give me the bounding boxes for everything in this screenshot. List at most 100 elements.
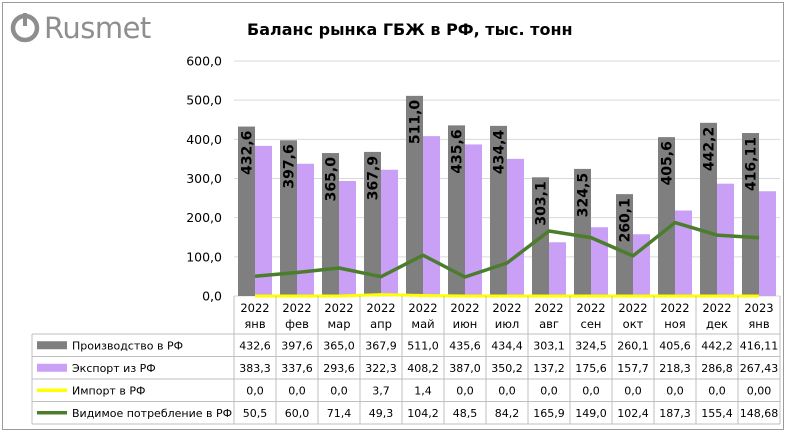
table-cell-consumption: 49,3 <box>369 407 394 420</box>
table-cell-production: 416,11 <box>740 339 779 352</box>
legend-label-consumption: Видимое потребление в РФ <box>72 407 232 420</box>
x-tick-month: ноя <box>664 317 685 331</box>
data-label-production: 434,4 <box>492 130 508 175</box>
data-label-production: 442,2 <box>702 127 718 171</box>
legend-label-export: Экспорт из РФ <box>72 362 156 375</box>
x-tick-year: 2022 <box>450 301 479 315</box>
table-cell-import: 3,7 <box>372 384 390 397</box>
line-consumption <box>254 220 760 279</box>
table-cell-production: 367,9 <box>365 339 397 352</box>
table-cell-export: 337,6 <box>281 362 313 375</box>
bar-production <box>448 125 465 296</box>
rusmet-logo: Rusmet <box>10 8 151 48</box>
table-cell-export: 408,2 <box>407 362 439 375</box>
x-tick-month: апр <box>370 317 392 331</box>
table-cell-export: 137,2 <box>533 362 565 375</box>
bar-export <box>339 181 356 296</box>
x-tick-month: авг <box>539 317 559 331</box>
table-cell-consumption: 155,4 <box>701 407 733 420</box>
data-label-production: 260,1 <box>618 198 634 242</box>
table-cell-import: 0,0 <box>540 384 558 397</box>
data-label-production: 416,11 <box>744 137 760 191</box>
bar-production <box>238 126 255 296</box>
logo-mark-icon <box>10 13 40 43</box>
table-cell-consumption: 165,9 <box>533 407 565 420</box>
y-tick-label: 100,0 <box>186 249 222 264</box>
table-cell-import: 0,00 <box>747 384 772 397</box>
bar-export <box>549 242 566 296</box>
bar-production <box>616 194 633 296</box>
table-cell-production: 260,1 <box>617 339 649 352</box>
chart-frame <box>2 2 784 430</box>
y-tick-label: 400,0 <box>186 132 222 147</box>
bar-export <box>633 234 650 296</box>
data-label-production: 405,6 <box>660 141 676 185</box>
table-cell-consumption: 50,5 <box>243 407 268 420</box>
bar-export <box>759 191 776 296</box>
table-cell-import: 0,0 <box>246 384 264 397</box>
data-label-production: 511,0 <box>408 100 424 145</box>
table-cell-production: 405,6 <box>659 339 691 352</box>
x-tick-month: сен <box>581 317 602 331</box>
table-cell-import: 0,0 <box>456 384 474 397</box>
x-tick-month: дек <box>706 317 728 331</box>
x-tick-month: мар <box>327 317 350 331</box>
x-tick-month: фев <box>285 317 309 331</box>
bar-production <box>490 125 507 296</box>
x-tick-year: 2022 <box>282 301 311 315</box>
x-tick-month: окт <box>623 317 644 331</box>
x-tick-year: 2022 <box>324 301 353 315</box>
x-tick-year: 2022 <box>366 301 395 315</box>
bar-production <box>280 140 297 296</box>
data-label-production: 432,6 <box>240 131 256 175</box>
table-cell-import: 0,0 <box>666 384 684 397</box>
table-cell-production: 397,6 <box>281 339 313 352</box>
bar-production <box>742 133 759 296</box>
table-cell-export: 322,3 <box>365 362 397 375</box>
x-tick-month: май <box>411 317 434 331</box>
table-cell-production: 434,4 <box>491 339 523 352</box>
bar-production <box>364 151 381 296</box>
x-tick-year: 2022 <box>618 301 647 315</box>
table-cell-consumption: 84,2 <box>495 407 520 420</box>
bar-production <box>406 95 423 296</box>
table-cell-export: 267,43 <box>740 362 779 375</box>
y-tick-label: 0,0 <box>202 289 222 304</box>
bar-production <box>658 137 675 296</box>
table-cell-production: 442,2 <box>701 339 733 352</box>
x-tick-month: янв <box>748 317 769 331</box>
chart-title: Баланс рынка ГБЖ в РФ, тыс. тонн <box>247 20 573 39</box>
x-tick-month: июн <box>453 317 478 331</box>
table-cell-import: 0,0 <box>288 384 306 397</box>
table-cell-production: 303,1 <box>533 339 565 352</box>
legend-key-production <box>37 341 67 350</box>
table-cell-consumption: 104,2 <box>407 407 439 420</box>
bar-production <box>700 122 717 297</box>
y-tick-label: 300,0 <box>186 171 222 186</box>
y-tick-label: 500,0 <box>186 93 222 108</box>
x-tick-month: июл <box>495 317 520 331</box>
table-cell-import: 1,4 <box>414 384 432 397</box>
x-tick-year: 2022 <box>576 301 605 315</box>
table-cell-import: 0,0 <box>708 384 726 397</box>
x-tick-year: 2022 <box>660 301 689 315</box>
x-tick-month: янв <box>244 317 265 331</box>
table-cell-export: 157,7 <box>617 362 649 375</box>
bar-export <box>381 169 398 296</box>
table-cell-consumption: 149,0 <box>575 407 607 420</box>
x-tick-year: 2022 <box>492 301 521 315</box>
legend-key-export <box>37 363 67 372</box>
x-tick-year: 2023 <box>744 301 773 315</box>
table-cell-export: 293,6 <box>323 362 355 375</box>
legend-label-production: Производство в РФ <box>72 339 183 352</box>
x-tick-year: 2022 <box>702 301 731 315</box>
bar-export <box>465 144 482 296</box>
bar-production <box>322 153 339 296</box>
data-label-production: 435,6 <box>450 129 466 173</box>
data-label-production: 324,5 <box>576 173 592 217</box>
table-cell-export: 218,3 <box>659 362 691 375</box>
y-tick-label: 200,0 <box>186 210 222 225</box>
table-cell-import: 0,0 <box>330 384 348 397</box>
x-tick-year: 2022 <box>534 301 563 315</box>
table-cell-production: 435,6 <box>449 339 481 352</box>
